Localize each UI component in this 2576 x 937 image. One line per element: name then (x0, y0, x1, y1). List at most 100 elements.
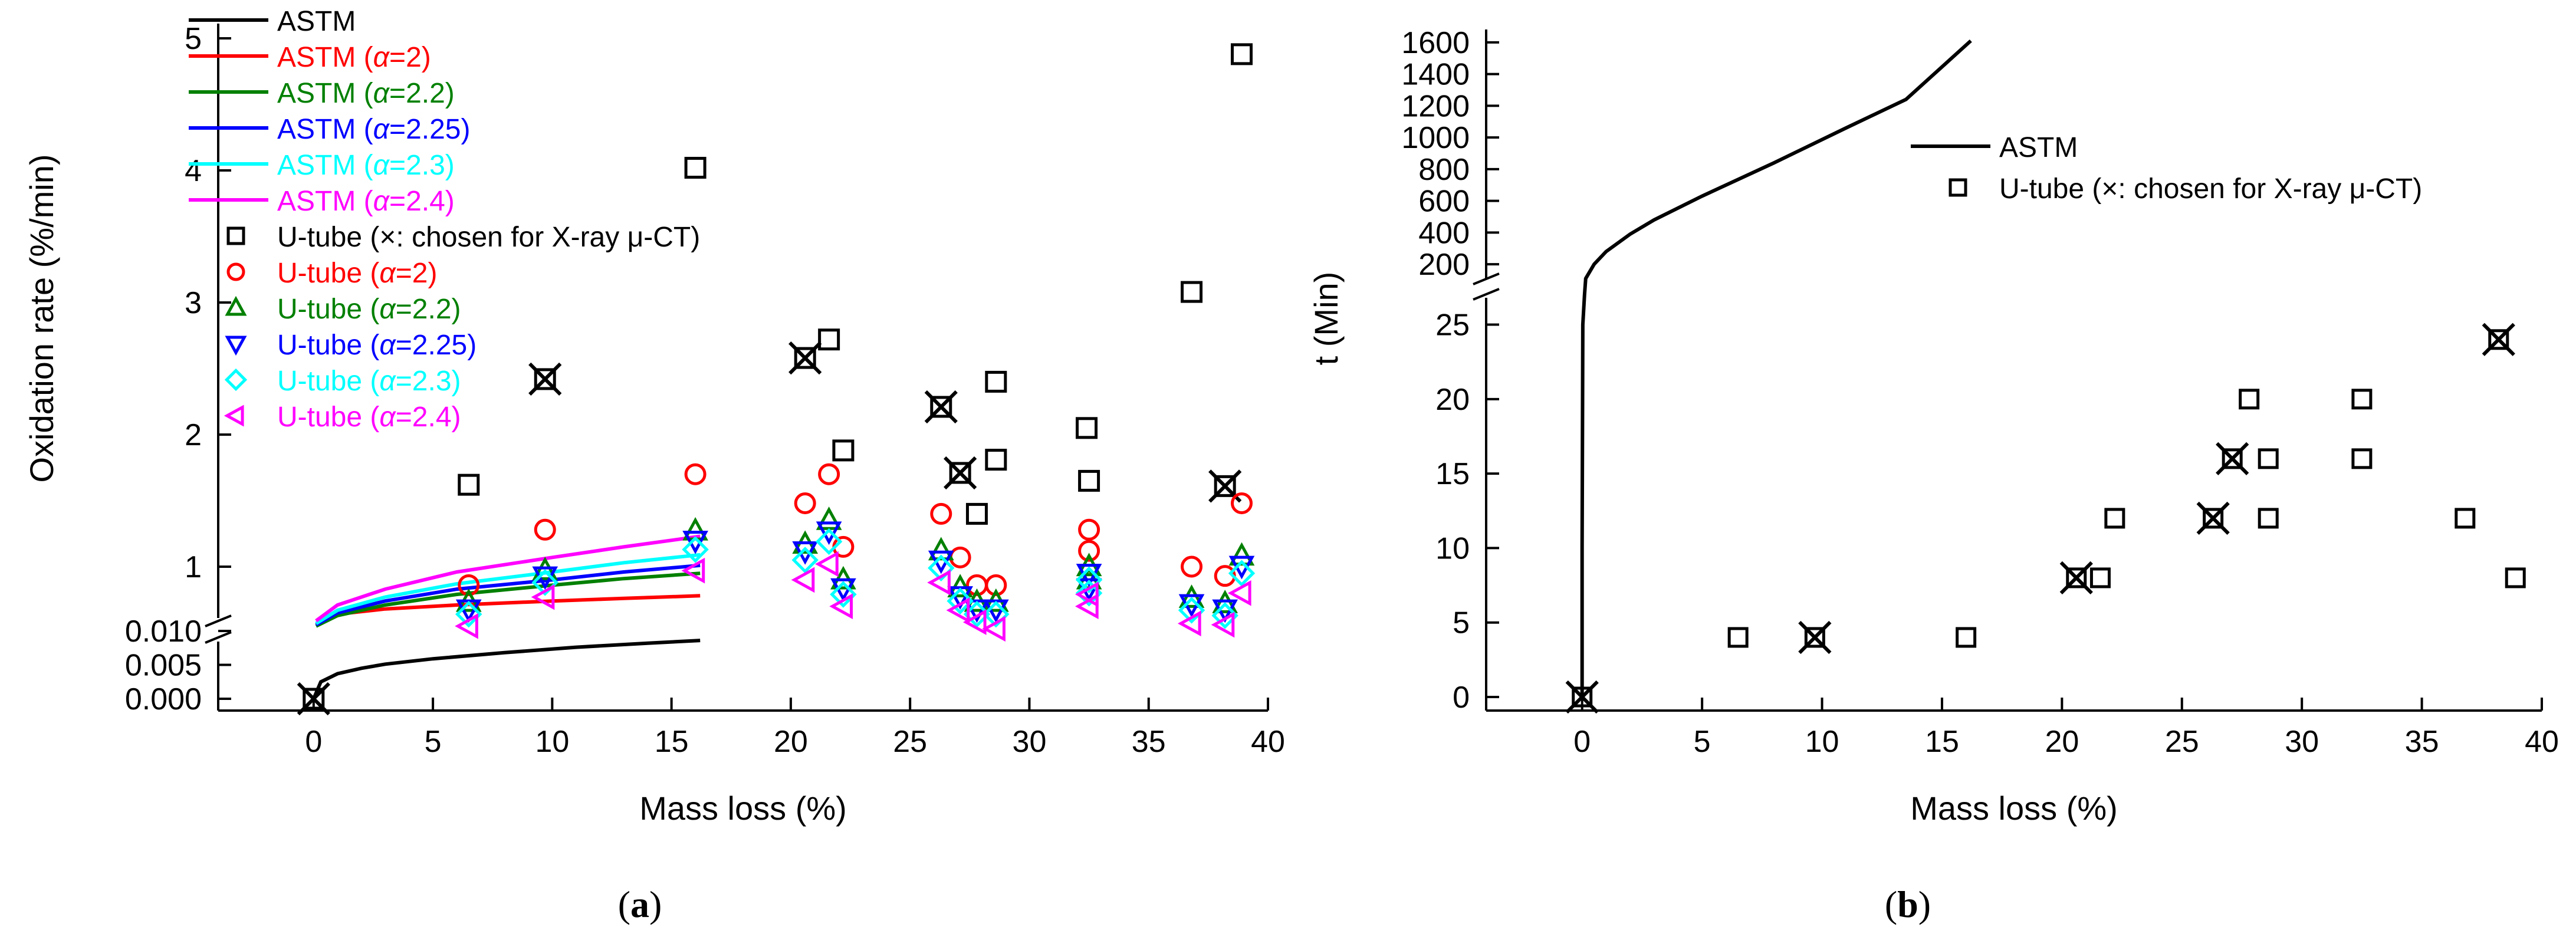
y-tick-label-upper-b: 1600 (1401, 26, 1470, 60)
chart-panel-b: 0 5 10 15 20 25 30 35 40051015202520040060080010… (1307, 26, 2559, 827)
scatter-point-a-2.3 (791, 547, 819, 574)
xray-chosen-cross-b (2196, 501, 2230, 535)
legend-label-a: ASTM (α=2.3) (277, 150, 455, 181)
x-tick-label-b: 25 (2165, 725, 2199, 759)
x-tick-label-b: 35 (2405, 725, 2439, 759)
scatter-point-a-utube (949, 462, 971, 484)
scatter-point-a-2.25 (816, 521, 842, 545)
scatter-point-a-2.4 (1075, 593, 1099, 620)
legend-label-a: ASTM (277, 6, 356, 37)
x-axis-label-b: Mass loss (%) (1910, 790, 2118, 827)
y-tick-label-lower-b: 15 (1435, 457, 1470, 491)
legend-item-a: U-tube (α=2.2) (225, 294, 461, 325)
scatter-point-a-utube (832, 439, 855, 462)
legend-label-a: U-tube (×: chosen for X-ray μ-CT) (277, 222, 700, 253)
axis-break-a (205, 614, 232, 644)
legend-swatch-b (1949, 178, 1967, 197)
scatter-point-a-2.3 (1228, 560, 1256, 587)
legend-item-a: ASTM (α=2.2) (189, 78, 455, 109)
scatter-point-b-utube (2222, 448, 2243, 469)
scatter-point-a-2.2 (928, 537, 954, 561)
xray-chosen-cross-b (2216, 442, 2249, 475)
scatter-point-a-2 (930, 502, 952, 525)
y-tick-label-lower-b: 5 (1453, 606, 1470, 640)
legend-label-a: ASTM (α=2.4) (277, 186, 455, 217)
scatter-point-b-utube (1727, 627, 1749, 648)
scatter-point-b-utube (2351, 448, 2373, 469)
legend-item-a: U-tube (×: chosen for X-ray μ-CT) (226, 222, 700, 253)
legend-item-a: ASTM (α=2.3) (189, 150, 455, 181)
legend-label-a: U-tube (α=2) (277, 258, 437, 289)
legend-item-b: ASTM (1911, 132, 2078, 163)
scatter-point-b-utube (1956, 627, 1977, 648)
scatter-point-a-utube (458, 474, 480, 496)
y-tick-label-upper-a: 4 (185, 154, 202, 188)
x-tick-label-a: 0 (305, 725, 322, 759)
scatter-point-a-2.3 (1211, 602, 1238, 629)
scatter-point-a-2.4 (962, 609, 987, 635)
y-tick-label-upper-b: 800 (1418, 153, 1470, 187)
y-axis-label-a: Oxidation rate (%/min) (23, 154, 60, 482)
series-line-a-2.25 (315, 563, 701, 627)
y-tick-label-lower-b: 0 (1453, 680, 1470, 715)
scatter-point-a-utube (1076, 417, 1098, 439)
scatter-point-a-2.4 (829, 593, 853, 620)
x-tick-label-a: 10 (535, 725, 569, 759)
scatter-point-b-utube (2066, 567, 2087, 588)
x-tick-label-a: 25 (893, 725, 927, 759)
scatter-point-b-utube (2488, 329, 2509, 350)
legend-label-a: U-tube (α=2.25) (277, 330, 477, 361)
scatter-point-a-utube (985, 370, 1007, 393)
x-tick-label-a: 30 (1013, 725, 1047, 759)
x-tick-label-b: 10 (1805, 725, 1839, 759)
legend-swatch-a (226, 226, 245, 245)
legend-swatch-a (224, 368, 248, 392)
y-tick-label-upper-b: 1400 (1401, 58, 1470, 92)
legend-swatch-a (226, 262, 245, 281)
legend-label-a: ASTM (α=2.2) (277, 78, 455, 109)
scatter-point-a-2 (1078, 540, 1100, 562)
y-tick-label-lower-a: 0.000 (125, 682, 202, 716)
scatter-point-a-utube (818, 328, 840, 351)
xray-chosen-cross-a (297, 682, 330, 716)
scatter-point-b-utube (2239, 389, 2260, 410)
scatter-point-a-utube (794, 347, 816, 369)
scatter-point-a-utube (965, 502, 988, 525)
series-line-a-2.3 (315, 553, 701, 625)
y-tick-label-upper-b: 1000 (1401, 121, 1470, 155)
scatter-point-a-utube (303, 688, 325, 710)
series-line-b-astm (1580, 39, 1972, 697)
caption-a: (a) (618, 883, 662, 925)
legend-label-a: U-tube (α=2.3) (277, 366, 461, 397)
scatter-point-a-2 (534, 518, 556, 541)
scatter-point-a-2.4 (927, 570, 951, 596)
x-tick-label-a: 40 (1251, 725, 1285, 759)
y-tick-label-upper-b: 400 (1418, 216, 1470, 250)
y-tick-label-lower-b: 10 (1435, 531, 1470, 566)
scatter-point-a-utube (534, 368, 556, 390)
x-tick-label-a: 15 (655, 725, 689, 759)
scatter-point-b-utube (2258, 508, 2279, 529)
scatter-point-a-utube (684, 157, 707, 179)
y-axis-label-b: t (Min) (1307, 272, 1345, 366)
scatter-point-a-2.4 (531, 584, 555, 610)
scatter-point-a-utube (985, 449, 1007, 471)
xray-chosen-cross-a (924, 390, 958, 424)
scatter-point-a-2 (458, 574, 480, 596)
x-tick-label-a: 20 (774, 725, 808, 759)
scatter-point-a-2.3 (1178, 597, 1205, 624)
y-tick-label-upper-a: 3 (185, 286, 202, 320)
scatter-point-b-utube (2104, 508, 2125, 529)
scatter-point-a-2.4 (681, 557, 705, 584)
legend-label-a: ASTM (α=2.25) (277, 114, 470, 145)
legend-item-a: ASTM (α=2) (189, 42, 431, 73)
caption-b: (b) (1885, 883, 1931, 925)
scatter-point-b-utube (1572, 686, 1593, 708)
scatter-point-a-2.4 (791, 567, 815, 593)
legend-item-a: U-tube (α=2) (226, 258, 437, 289)
legend-label-b: ASTM (1999, 132, 2078, 163)
legend-item-a: U-tube (α=2.25) (225, 330, 477, 361)
scatter-point-a-utube (930, 396, 952, 418)
